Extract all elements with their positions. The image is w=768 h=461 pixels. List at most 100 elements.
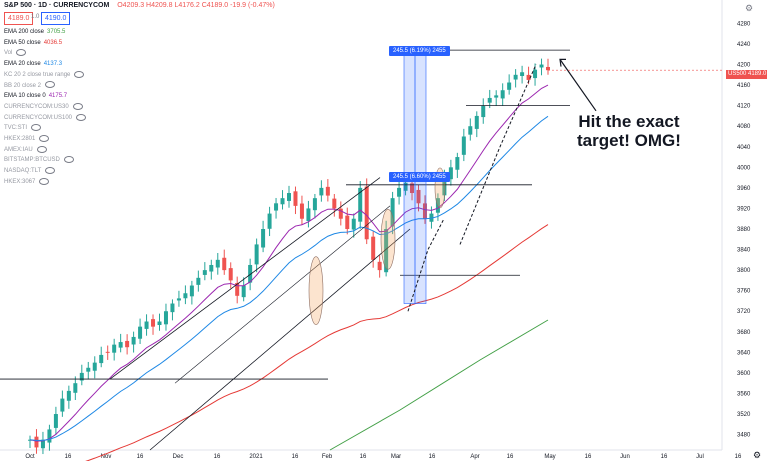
visibility-icon[interactable] [45, 81, 56, 89]
y-tick-label: 3960 [737, 186, 751, 192]
annotation-line-2: target! OMG! [577, 131, 681, 150]
legend-item[interactable]: HKEX:3067 [4, 177, 86, 188]
x-tick-label: Jun [620, 454, 630, 460]
candle-body [183, 293, 188, 299]
visibility-icon[interactable] [76, 113, 87, 121]
legend-item[interactable]: BB 20 close 2 [4, 81, 86, 92]
channel-upper-line [109, 177, 381, 380]
candle-body [287, 193, 291, 201]
candle-body [513, 74, 518, 80]
candle-body [131, 336, 136, 345]
candle-body [138, 326, 143, 339]
legend-item[interactable]: TVC:STI [4, 123, 86, 134]
highlight-ellipse [380, 208, 396, 270]
legend-item[interactable]: KC 20 2 close true range [4, 70, 86, 81]
candle-body [384, 229, 389, 273]
candle-body [202, 270, 207, 275]
settings-corner-icon[interactable]: ⚙ [745, 3, 754, 13]
measure-label-mid: 245.5 (6.60%) 2455 [389, 172, 450, 182]
candle-body [397, 187, 402, 197]
candle-body [306, 208, 311, 222]
x-tick-label: 16 [292, 454, 299, 460]
visibility-icon[interactable] [16, 49, 27, 57]
gear-icon[interactable]: ⚙ [753, 450, 762, 460]
visibility-icon[interactable] [31, 124, 42, 132]
y-tick-label: 4160 [737, 83, 751, 89]
candle-body [526, 74, 531, 80]
candle-body [533, 69, 538, 79]
legend-value: 3705.5 [47, 29, 66, 35]
candle-body [435, 198, 440, 213]
candle-body [364, 186, 369, 240]
legend-label: NASDAQ:TLT [4, 168, 42, 175]
candle-body [442, 177, 447, 196]
candle-body [215, 259, 220, 268]
visibility-icon[interactable] [72, 102, 83, 110]
candle-body [105, 351, 110, 353]
y-tick-label: 3920 [737, 206, 751, 212]
legend-label: HKEX:2801 [4, 136, 36, 143]
y-tick-label: 4280 [737, 21, 751, 27]
candle-body [358, 187, 363, 222]
candle-body [254, 244, 259, 265]
candle-body [151, 319, 156, 327]
legend-item[interactable]: AMEX:IAU [4, 145, 86, 156]
legend-label: EMA 50 close [4, 39, 41, 46]
visibility-icon[interactable] [63, 156, 74, 164]
x-tick-label: 16 [735, 454, 742, 460]
legend-label: BITSTAMP:BTCUSD [4, 157, 60, 164]
candle-body [500, 90, 505, 99]
legend-item[interactable]: NASDAQ:TLT [4, 166, 86, 177]
legend-item[interactable]: EMA 10 close 0 4175.7 [4, 91, 86, 102]
visibility-icon[interactable] [39, 134, 50, 142]
y-tick-label: 3720 [737, 309, 751, 315]
candle-body [144, 321, 149, 329]
legend-item[interactable]: CURRENCYCOM:US100 [4, 113, 87, 124]
candle-body [60, 398, 65, 412]
legend-item[interactable]: EMA 20 close 4137.3 [4, 59, 86, 70]
buy-price-box[interactable]: 4190.0 [41, 12, 71, 25]
candle-body [66, 390, 71, 401]
candle-body [248, 264, 253, 283]
candle-body [267, 213, 272, 229]
legend-label: BB 20 close 2 [4, 82, 42, 89]
x-tick-label: 16 [214, 454, 221, 460]
candle-body [325, 186, 330, 196]
x-tick-label: Oct [25, 454, 35, 460]
sell-price-box[interactable]: 4189.0 [4, 12, 34, 25]
x-tick-label: 16 [137, 454, 144, 460]
x-tick-label: May [544, 454, 555, 460]
ema10-line [29, 84, 549, 442]
candle-body [112, 344, 117, 353]
legend-item[interactable]: HKEX:2801 [4, 134, 86, 145]
visibility-icon[interactable] [45, 167, 56, 175]
indicator-legend: EMA 200 close 3705.5 EMA 50 close 4036.5 Vol… [4, 27, 87, 188]
candle-body [163, 311, 168, 325]
legend-label: KC 20 2 close true range [4, 71, 71, 78]
legend-item[interactable]: EMA 200 close 3705.5 [4, 27, 86, 38]
y-tick-label: 4000 [737, 165, 751, 171]
visibility-icon[interactable] [39, 177, 50, 185]
annotation-text: Hit the exact target! OMG! [577, 112, 681, 150]
x-tick-label: Apr [470, 454, 479, 460]
legend-item[interactable]: CURRENCYCOM:US30 [4, 102, 86, 113]
visibility-icon[interactable] [36, 145, 47, 153]
candle-body [118, 342, 123, 348]
candle-body [403, 182, 408, 191]
candle-body [520, 72, 525, 76]
candle-body [377, 261, 382, 271]
x-tick-label: Mar [391, 454, 401, 460]
legend-label: CURRENCYCOM:US30 [4, 103, 69, 110]
symbol-title[interactable]: S&P 500 · 1D · CURRENCYCOM [4, 2, 110, 9]
legend-item[interactable]: BITSTAMP:BTCUSD [4, 155, 86, 166]
candle-body [293, 191, 298, 206]
y-tick-label: 4040 [737, 145, 751, 151]
visibility-icon[interactable] [74, 70, 85, 78]
legend-label: Vol [4, 50, 13, 57]
candle-body [170, 303, 175, 313]
legend-label: AMEX:IAU [4, 146, 33, 153]
candle-body [468, 126, 473, 135]
legend-item[interactable]: Vol [4, 48, 86, 59]
legend-item[interactable]: EMA 50 close 4036.5 [4, 38, 86, 49]
